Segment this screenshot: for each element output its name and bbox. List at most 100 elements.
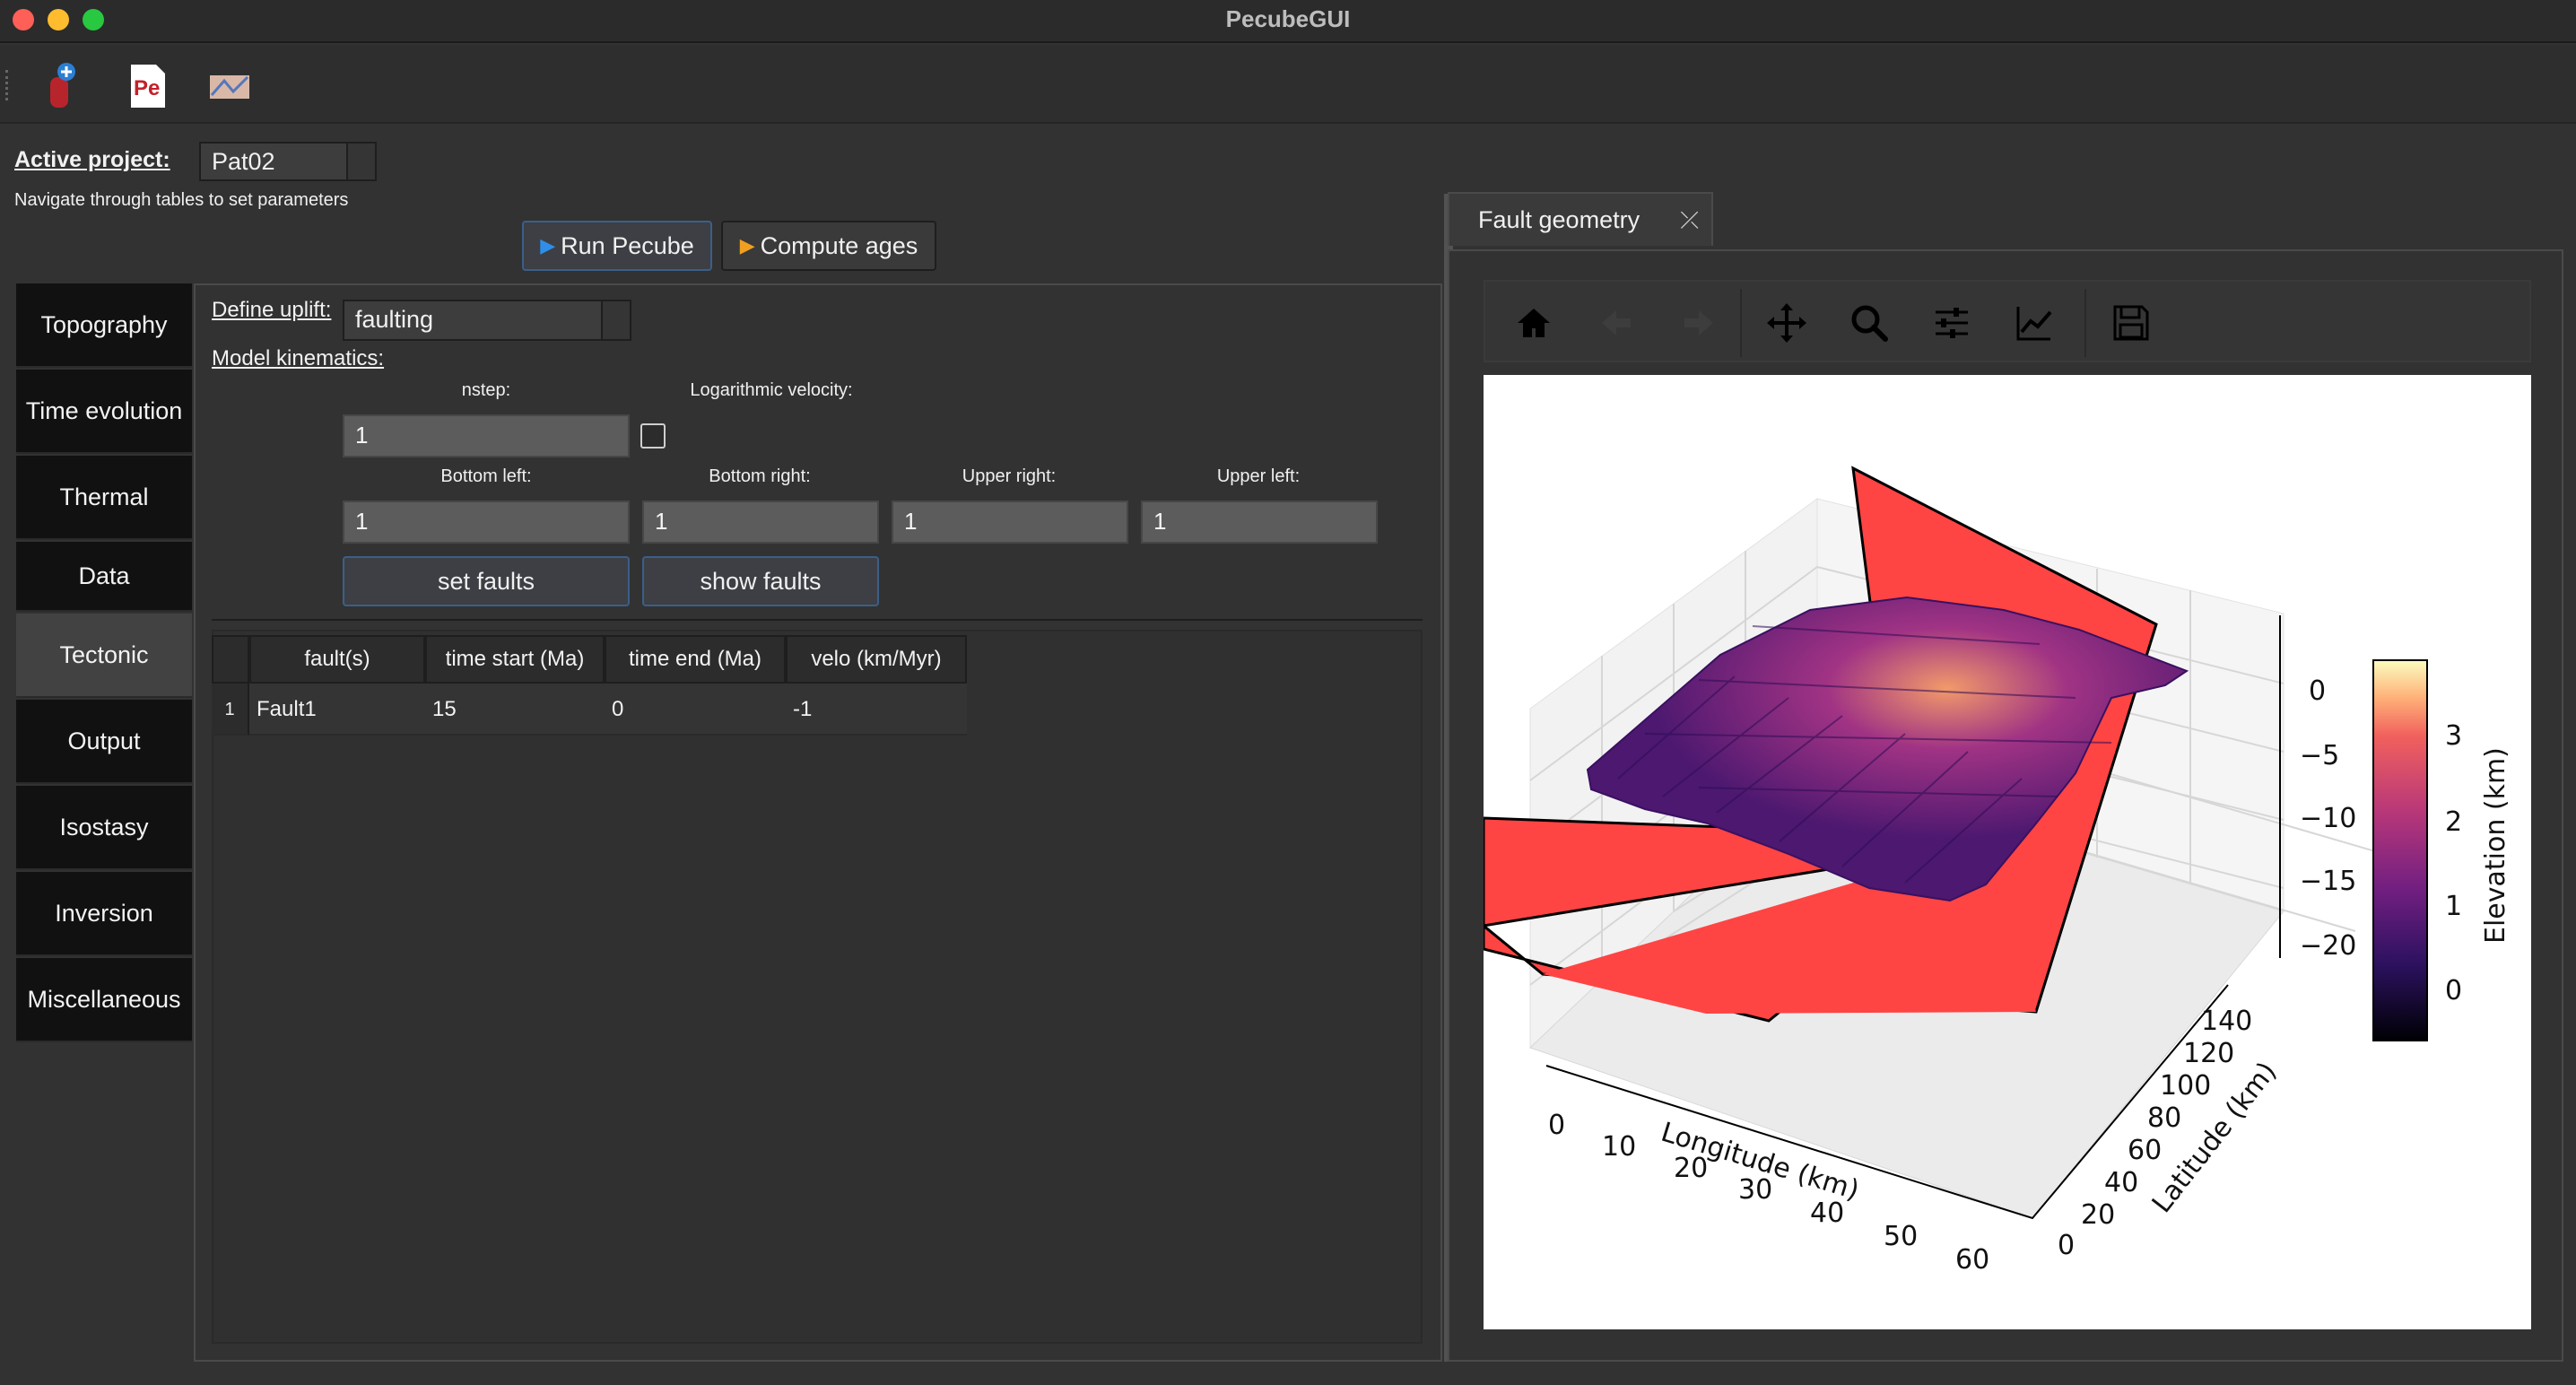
play-icon: ▶ [540,234,556,257]
row-header[interactable]: 1 [212,684,249,736]
uplift-select[interactable]: faulting [343,300,631,341]
tab-label: Data [78,562,130,589]
show-faults-button[interactable]: show faults [642,556,879,606]
z-tick-label: 0 [2309,675,2326,707]
save-icon[interactable] [2102,294,2160,352]
tab-miscellaneous[interactable]: Miscellaneous [16,958,192,1042]
nstep-field[interactable]: 1 [343,414,630,457]
back-icon[interactable] [1588,294,1645,352]
fault-geometry-plot[interactable]: 0 −5 −10 −15 −20 0 10 20 30 40 50 60 Lon… [1484,375,2531,1329]
divider [212,619,1423,621]
logarithmic-velocity-checkbox[interactable] [640,423,666,449]
chevron-down-icon [601,301,630,339]
forward-icon[interactable] [1670,294,1727,352]
tab-inversion[interactable]: Inversion [16,872,192,956]
chevron-down-icon [346,144,375,179]
zoom-window-button[interactable] [83,9,104,30]
pan-icon[interactable] [1758,294,1815,352]
upper-left-field[interactable]: 1 [1141,501,1378,544]
tab-topography[interactable]: Topography [16,283,192,368]
map-icon[interactable] [206,61,253,111]
plot-navigation-toolbar [1484,280,2531,362]
uplift-select-value: faulting [355,306,434,333]
column-header-time-start[interactable]: time start (Ma) [425,635,605,684]
new-project-icon[interactable] [39,61,86,111]
table-cell-time-start[interactable]: 15 [425,684,605,736]
compute-ages-button[interactable]: ▶ Compute ages [721,221,936,271]
compute-ages-label: Compute ages [760,231,918,259]
tab-time-evolution[interactable]: Time evolution [16,370,192,454]
detach-icon[interactable]: ⤫ [1680,206,1699,233]
table-cell-fault[interactable]: Fault1 [249,684,425,736]
upper-right-field[interactable]: 1 [892,501,1128,544]
tab-label: Fault geometry [1478,206,1640,233]
colorbar-tick-label: 1 [2445,891,2462,922]
upper-right-label: Upper right: [962,466,1057,486]
table-corner[interactable] [212,635,249,684]
y-tick-label: 100 [2160,1070,2211,1102]
configure-icon[interactable] [1923,294,1980,352]
x-tick-label: 60 [1955,1244,1989,1276]
y-axis-ticks: 0 20 40 60 80 100 120 140 [2058,1006,2252,1261]
colorbar-ticks: 3 2 1 0 [2445,720,2462,1006]
home-icon[interactable] [1505,294,1562,352]
z-tick-label: −20 [2300,930,2356,962]
active-project-label: Active project: [14,147,170,172]
column-header-faults[interactable]: fault(s) [249,635,425,684]
nstep-label: nstep: [461,380,511,400]
colorbar [2372,659,2428,1041]
tab-label: Miscellaneous [27,985,181,1013]
model-kinematics-label: Model kinematics: [212,346,385,370]
close-window-button[interactable] [13,9,34,30]
title-bar: PecubeGUI [0,0,2576,43]
play-icon: ▶ [739,234,755,257]
tab-thermal[interactable]: Thermal [16,456,192,540]
tab-data[interactable]: Data [16,542,192,612]
tab-output[interactable]: Output [16,700,192,784]
x-tick-label: 0 [1548,1110,1565,1141]
set-faults-button[interactable]: set faults [343,556,630,606]
x-tick-label: 10 [1602,1131,1636,1163]
bottom-left-label: Bottom left: [440,466,532,486]
zoom-icon[interactable] [1841,294,1898,352]
y-tick-label: 120 [2183,1038,2234,1069]
bottom-right-label: Bottom right: [709,466,811,486]
y-tick-label: 20 [2081,1199,2115,1231]
project-select-value: Pat02 [212,148,275,175]
toolbar-grip[interactable] [5,70,13,100]
z-axis-ticks: 0 −5 −10 −15 −20 [2300,675,2356,962]
table-cell-velocity[interactable]: -1 [786,684,967,736]
y-tick-label: 140 [2201,1006,2252,1037]
tab-label: Time evolution [25,396,183,424]
minimize-window-button[interactable] [48,9,69,30]
y-tick-label: 0 [2058,1230,2075,1261]
colorbar-label: Elevation (km) [2480,747,2511,944]
column-header-time-end[interactable]: time end (Ma) [605,635,786,684]
project-select[interactable]: Pat02 [199,142,377,181]
bottom-right-field[interactable]: 1 [642,501,879,544]
column-header-velocity[interactable]: velo (km/Myr) [786,635,967,684]
x-tick-label: 50 [1884,1221,1918,1252]
run-pecube-label: Run Pecube [561,231,694,259]
run-pecube-button[interactable]: ▶ Run Pecube [522,221,712,271]
y-tick-label: 60 [2128,1135,2162,1166]
tab-fault-geometry[interactable]: Fault geometry ⤫ [1448,192,1713,246]
tab-isostasy[interactable]: Isostasy [16,786,192,870]
y-tick-label: 80 [2147,1102,2181,1134]
navigation-hint: Navigate through tables to set parameter… [14,190,349,210]
tab-label: Topography [40,310,168,338]
bottom-left-field[interactable]: 1 [343,501,630,544]
pecube-logo-icon[interactable]: Pe [124,61,170,111]
main-toolbar: Pe [0,45,2576,124]
z-tick-label: −10 [2300,803,2356,834]
axis-lines [1545,615,2281,1220]
tab-label: Thermal [59,483,149,510]
edit-axes-icon[interactable] [2006,294,2063,352]
tab-label: Output [67,727,141,754]
table-cell-time-end[interactable]: 0 [605,684,786,736]
svg-text:Pe: Pe [134,76,160,100]
x-tick-label: 30 [1738,1174,1772,1206]
tab-tectonic[interactable]: Tectonic [16,614,192,698]
x-axis-ticks: 0 10 20 30 40 50 60 [1548,1110,1989,1276]
colorbar-tick-label: 3 [2445,720,2462,752]
